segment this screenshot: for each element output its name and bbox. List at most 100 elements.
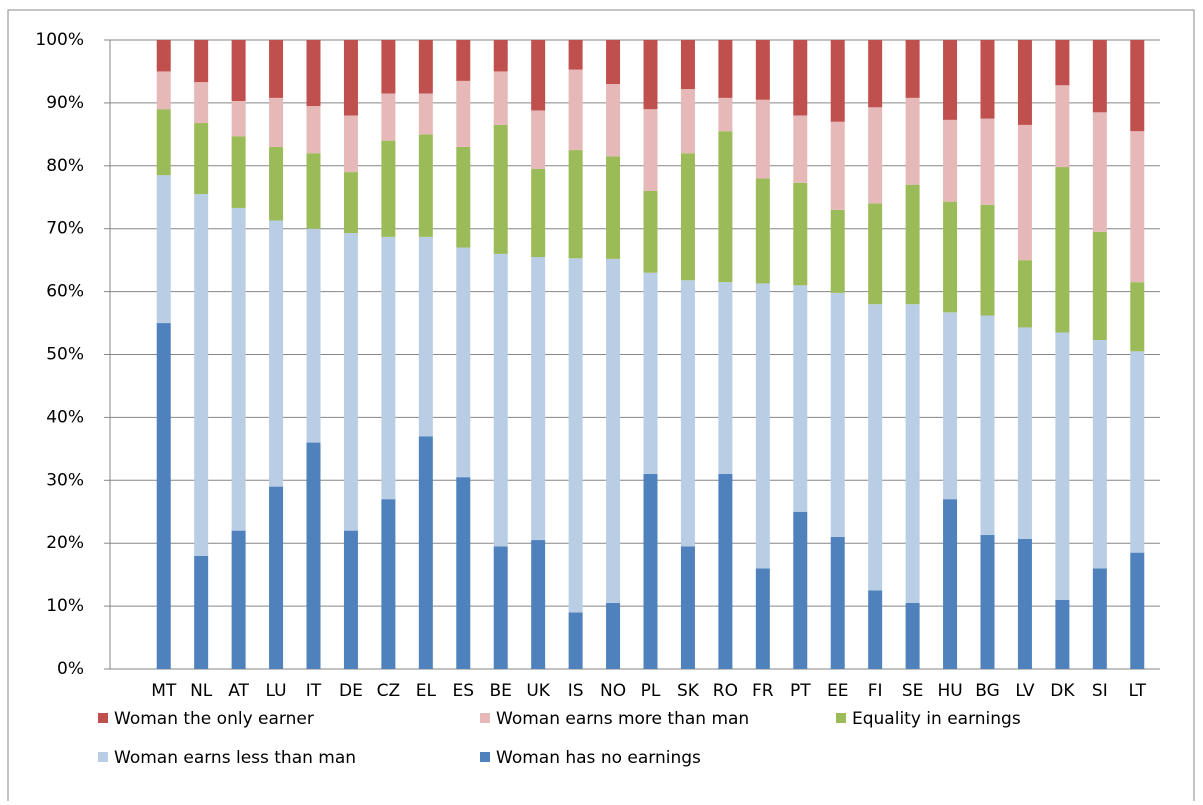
bar-segment xyxy=(868,40,883,108)
bar-segment xyxy=(194,194,209,556)
bar-segment xyxy=(980,118,995,205)
legend-swatch xyxy=(480,713,490,723)
x-tick-label: NL xyxy=(190,681,213,701)
bar-segment xyxy=(905,184,920,305)
bar-segment xyxy=(1092,340,1107,569)
legend-label: Woman has no earnings xyxy=(496,748,701,768)
bar-segment xyxy=(943,312,958,500)
legend-label: Equality in earnings xyxy=(852,709,1021,729)
x-tick-label: SE xyxy=(902,681,924,701)
bar-segment xyxy=(343,115,358,173)
bar-segment xyxy=(643,40,658,110)
x-tick-label: LU xyxy=(266,681,287,701)
bar-segment xyxy=(456,40,471,81)
bar-segment xyxy=(1055,167,1070,333)
bar-segment xyxy=(1130,282,1145,352)
x-tick-label: HU xyxy=(937,681,962,701)
bar-segment xyxy=(718,131,733,283)
bar-segment xyxy=(1092,231,1107,341)
x-tick-label: SI xyxy=(1092,681,1108,701)
bar-segment xyxy=(381,140,396,237)
bar-segment xyxy=(830,536,845,669)
x-tick-label: UK xyxy=(526,681,550,701)
bar-segment xyxy=(381,236,396,500)
y-tick-label: 0% xyxy=(57,659,84,679)
bar-segment xyxy=(493,124,508,254)
bar-segment xyxy=(1055,85,1070,168)
bar-segment xyxy=(830,121,845,210)
bar-segment xyxy=(531,110,546,169)
x-tick-label: FR xyxy=(752,681,774,701)
bar-segment xyxy=(418,93,433,135)
bar-segment xyxy=(493,253,508,547)
x-tick-label: IT xyxy=(306,681,322,701)
bar-segment xyxy=(793,511,808,669)
bar-segment xyxy=(1130,131,1145,283)
bar-segment xyxy=(980,204,995,316)
x-tick-label: EE xyxy=(827,681,848,701)
bar-segment xyxy=(531,540,546,669)
bar-segment xyxy=(456,477,471,669)
bar-segment xyxy=(1017,124,1032,261)
bar-segment xyxy=(718,97,733,132)
bar-segment xyxy=(943,119,958,202)
bar-segment xyxy=(1092,40,1107,113)
bar-segment xyxy=(418,236,433,437)
bar-segment xyxy=(343,233,358,531)
bar-segment xyxy=(905,40,920,98)
bar-segment xyxy=(531,168,546,258)
bar-segment xyxy=(568,258,583,613)
bar-segment xyxy=(793,285,808,512)
bar-segment xyxy=(680,153,695,281)
bar-segment xyxy=(980,315,995,536)
bar-segment xyxy=(830,40,845,122)
bar-segment xyxy=(231,101,246,137)
bar-segment xyxy=(1130,40,1145,132)
x-tick-label: CZ xyxy=(377,681,401,701)
bar-segment xyxy=(194,555,209,669)
bar-segment xyxy=(1055,40,1070,86)
bar-segment xyxy=(156,323,171,669)
bar-segment xyxy=(194,82,209,124)
bar-segment xyxy=(269,486,284,669)
x-tick-label: EL xyxy=(416,681,437,701)
bar-segment xyxy=(568,40,583,70)
x-tick-label: BG xyxy=(975,681,1000,701)
bar-segment xyxy=(980,535,995,669)
bar-segment xyxy=(568,612,583,669)
y-tick-label: 30% xyxy=(46,470,84,490)
y-tick-label: 20% xyxy=(46,533,84,553)
bar-segment xyxy=(381,93,396,141)
x-tick-label: IS xyxy=(568,681,584,701)
bar-segment xyxy=(943,40,958,120)
bar-segment xyxy=(643,474,658,669)
bar-segment xyxy=(343,530,358,669)
bar-segment xyxy=(568,69,583,151)
bar-segment xyxy=(718,282,733,475)
bar-segment xyxy=(1092,112,1107,232)
bar-segment xyxy=(306,228,321,443)
y-tick-label: 50% xyxy=(46,345,84,365)
bar-segment xyxy=(381,499,396,669)
legend-swatch xyxy=(836,713,846,723)
bar-segment xyxy=(755,99,770,179)
bar-segment xyxy=(1092,568,1107,669)
bar-segment xyxy=(269,220,284,487)
y-tick-label: 80% xyxy=(46,156,84,176)
bar-segment xyxy=(156,40,171,72)
bar-segment xyxy=(830,209,845,293)
bar-segment xyxy=(943,201,958,313)
bar-segment xyxy=(755,283,770,569)
bar-segment xyxy=(830,292,845,537)
bar-segment xyxy=(905,97,920,185)
bar-segment xyxy=(755,178,770,284)
bar-segment xyxy=(606,156,621,259)
bar-segment xyxy=(531,257,546,541)
x-tick-label: BE xyxy=(490,681,512,701)
bar-segment xyxy=(868,107,883,204)
bar-segment xyxy=(793,40,808,116)
bar-segment xyxy=(643,272,658,475)
bar-segment xyxy=(418,40,433,94)
bar-segment xyxy=(381,40,396,94)
bar-segment xyxy=(1017,40,1032,125)
